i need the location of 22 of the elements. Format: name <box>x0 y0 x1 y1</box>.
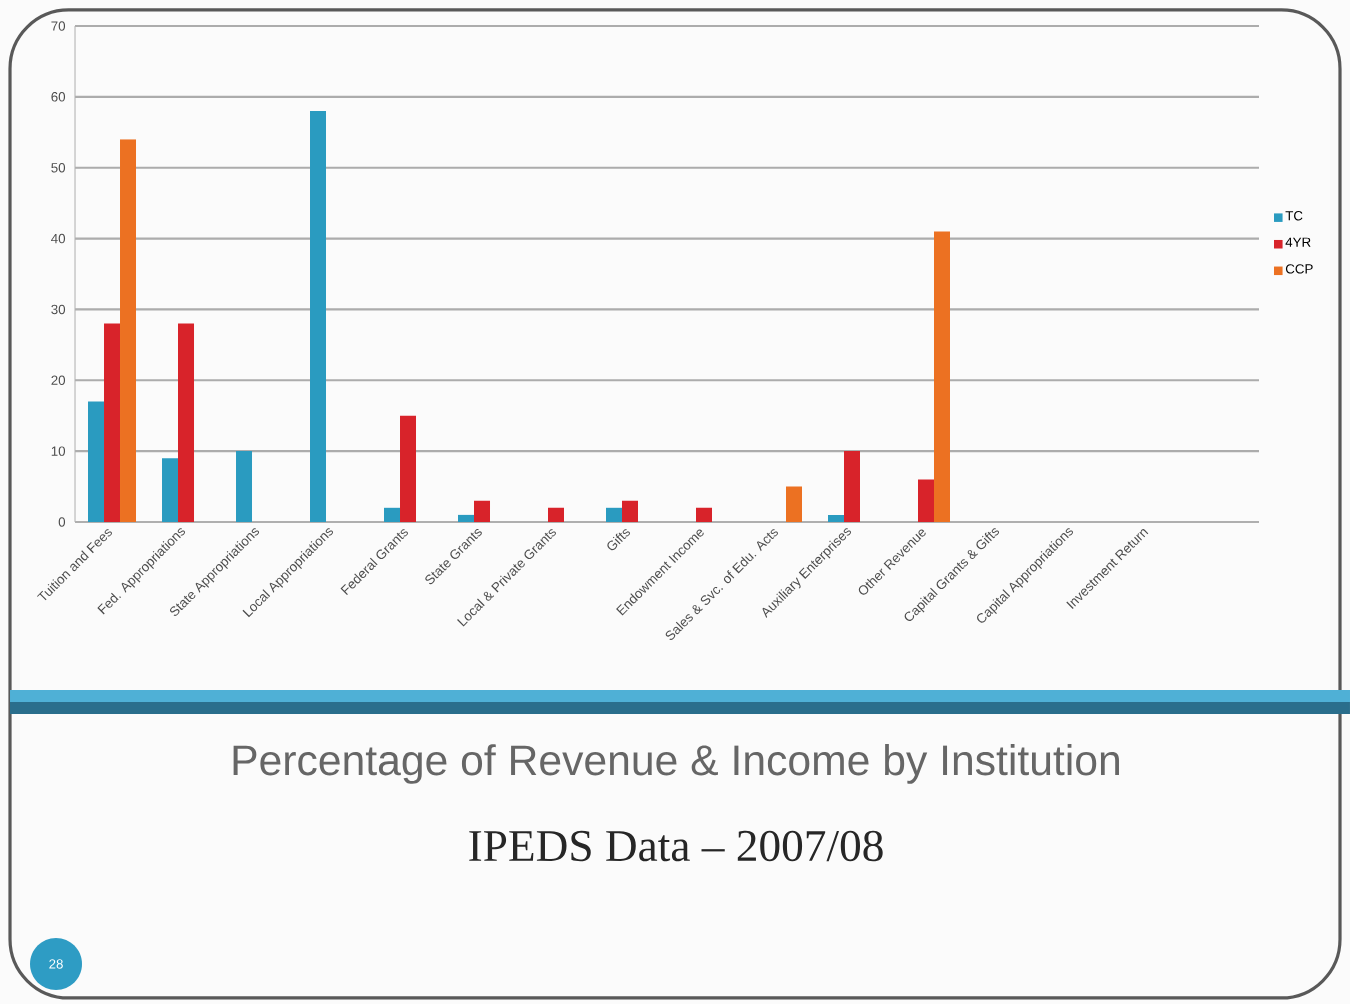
bar <box>400 415 417 522</box>
bar <box>120 139 137 522</box>
bar <box>918 479 934 522</box>
bar <box>828 514 844 522</box>
bar <box>622 500 639 522</box>
bar <box>384 507 401 522</box>
bar <box>104 323 121 522</box>
text: IPEDS Data – 2007/08 <box>469 830 883 862</box>
bar <box>606 507 622 522</box>
bar <box>178 323 195 522</box>
bar <box>474 500 491 522</box>
bar <box>162 458 179 522</box>
text: Percentage of Revenue & Income by Institution <box>233 744 1119 784</box>
bar <box>786 486 802 522</box>
bar <box>844 451 860 522</box>
bar <box>310 111 327 522</box>
bar <box>236 451 253 522</box>
bar <box>934 231 950 522</box>
bar <box>458 514 474 522</box>
bar <box>548 507 564 522</box>
bar <box>696 507 712 522</box>
bar <box>88 401 105 522</box>
